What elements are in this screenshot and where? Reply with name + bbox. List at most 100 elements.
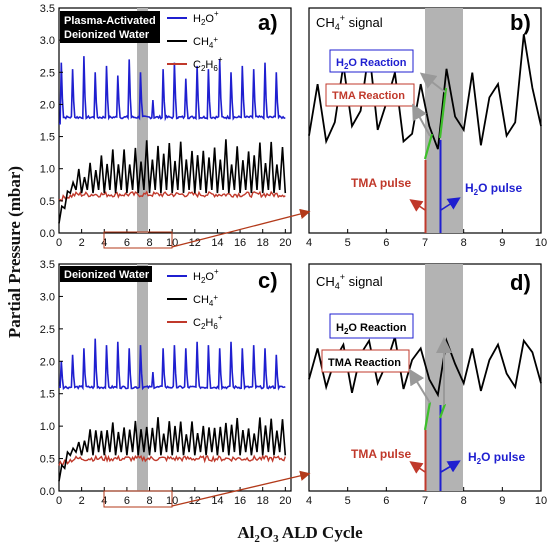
a-xtick-label: 14 bbox=[211, 237, 223, 249]
a-xtick-label: 20 bbox=[279, 237, 291, 249]
panel-a-letter: a) bbox=[258, 10, 278, 35]
c-ytick-label: 2.5 bbox=[40, 324, 55, 336]
a-xtick-label: 6 bbox=[124, 237, 130, 249]
panel-c-legend: H2O+ CH4+ C2H6+ bbox=[167, 267, 223, 331]
panel-c-title-box bbox=[60, 266, 152, 282]
panel-d-signal-rest: signal bbox=[345, 274, 383, 289]
b-tma-reaction-label: TMA Reaction bbox=[332, 90, 405, 102]
panel-b-letter: b) bbox=[510, 10, 531, 35]
b-h2o-pulse-label: H2O pulse bbox=[465, 181, 522, 197]
a-xtick-label: 18 bbox=[257, 237, 269, 249]
c-ch4-line bbox=[58, 417, 287, 482]
d-xtick-label: 6 bbox=[383, 495, 389, 507]
svg-text:CH4+ signal: CH4+ signal bbox=[316, 272, 383, 291]
panel-c-letter: c) bbox=[258, 268, 278, 293]
b-xtick-label: 7 bbox=[422, 237, 428, 249]
b-xtick-label: 4 bbox=[306, 237, 312, 249]
a-xtick-label: 12 bbox=[189, 237, 201, 249]
c-xtick-label: 8 bbox=[146, 495, 152, 507]
a-ytick-label: 2.0 bbox=[40, 99, 55, 111]
c-c2h6-line bbox=[58, 453, 286, 466]
a-ytick-label: 0.0 bbox=[40, 228, 55, 240]
c-ytick-label: 1.0 bbox=[40, 421, 55, 433]
y-axis-title: Partial Pressure (mbar) bbox=[5, 166, 24, 338]
panel-d-annotations: H2O Reaction TMA Reaction TMA pulse H2O … bbox=[321, 313, 525, 491]
d-tma-reaction-box bbox=[321, 349, 410, 373]
d-tma-pulse-label: TMA pulse bbox=[351, 447, 412, 461]
d-xtick-label: 8 bbox=[461, 495, 467, 507]
b-grey-arrow-2 bbox=[419, 72, 446, 93]
a-legend-label: C2H6+ bbox=[193, 55, 223, 73]
panel-a-title-line2: Deionized Water bbox=[64, 29, 150, 41]
panel-a-series bbox=[58, 56, 287, 224]
d-tma-reaction-label: TMA Reaction bbox=[328, 357, 401, 369]
panel-d-xticks: 4 5 6 7 8 9 10 bbox=[306, 487, 547, 507]
b-xtick-label: 10 bbox=[535, 237, 547, 249]
c-ytick-label: 2.0 bbox=[40, 356, 55, 368]
panel-b-signal-label: CH4+ signal bbox=[316, 13, 383, 32]
panel-d-letter: d) bbox=[510, 270, 531, 295]
panel-b: 4 5 6 7 8 9 10 CH4+ signal b) H2O Reaction TMA… bbox=[306, 7, 547, 249]
b-xtick-label: 5 bbox=[345, 237, 351, 249]
d-tma-arrow bbox=[409, 461, 426, 474]
b-h2o-reaction-label: H2O Reaction bbox=[336, 57, 407, 71]
x-axis-title: Al2O3 ALD Cycle bbox=[237, 523, 363, 545]
panel-a-zoom-box bbox=[103, 231, 173, 249]
panel-d-signal-main: CH bbox=[316, 274, 335, 289]
a-legend-label: CH4+ bbox=[193, 35, 218, 50]
d-grey-arrow-1 bbox=[408, 368, 431, 404]
d-h2o-arrow bbox=[440, 460, 461, 473]
a-xtick-label: 2 bbox=[79, 237, 85, 249]
b-grey-arrow-1 bbox=[412, 103, 431, 137]
panel-d-signal-label: CH4+ signal bbox=[316, 272, 383, 291]
d-h2o-pulse-label: H2O pulse bbox=[468, 450, 525, 466]
panel-a-shade bbox=[137, 8, 148, 233]
c-ytick-label: 3.0 bbox=[40, 291, 55, 303]
panel-a-legend: H2O+ CH4+ C2H6+ bbox=[167, 9, 223, 73]
a-c2h6-line bbox=[58, 190, 286, 203]
panel-a-title-line1: Plasma-Activated bbox=[64, 15, 156, 27]
panel-b-signal-sub: 4 bbox=[335, 22, 340, 32]
d-xtick-label: 7 bbox=[422, 495, 428, 507]
b-h2o-reaction-box bbox=[329, 49, 414, 73]
d-xtick-label: 9 bbox=[499, 495, 505, 507]
c-legend-label: CH4+ bbox=[193, 293, 218, 308]
d-green-1 bbox=[423, 401, 432, 431]
a-xtick-label: 8 bbox=[146, 237, 152, 249]
panel-b-signal-sup: + bbox=[340, 13, 345, 23]
c-ytick-label: 0.0 bbox=[40, 486, 55, 498]
panel-a-frame bbox=[58, 7, 292, 234]
b-tma-pulse-label: TMA pulse bbox=[351, 176, 412, 190]
panel-d-signal-sup: + bbox=[340, 272, 345, 282]
b-green-2 bbox=[438, 87, 448, 139]
c-xtick-label: 20 bbox=[279, 495, 291, 507]
c-ytick-label: 0.5 bbox=[40, 454, 55, 466]
b-tma-arrow bbox=[409, 199, 426, 212]
a-ytick-label: 1.5 bbox=[40, 132, 55, 144]
a-ch4-line bbox=[58, 139, 287, 224]
c-ytick-label: 3.5 bbox=[40, 259, 55, 271]
a-xtick-label: 0 bbox=[56, 237, 62, 249]
panel-a: 0 2 4 6 8 10 12 14 16 18 20 0.00.51.01.52.02.53.03… bbox=[40, 3, 292, 249]
c-ytick-label: 1.5 bbox=[40, 389, 55, 401]
c-xtick-label: 0 bbox=[56, 495, 62, 507]
b-green-1 bbox=[423, 133, 434, 160]
c-legend-label: C2H6+ bbox=[193, 313, 223, 331]
a-ytick-label: 3.0 bbox=[40, 35, 55, 47]
c-xtick-label: 16 bbox=[234, 495, 246, 507]
a-h2o-line bbox=[59, 56, 286, 125]
panel-b-xticks: 4 5 6 7 8 9 10 bbox=[306, 229, 547, 249]
a-legend-label: H2O+ bbox=[193, 9, 219, 27]
c-h2o-line bbox=[59, 338, 286, 391]
panel-b-signal-main: CH bbox=[316, 15, 335, 30]
c-xtick-label: 14 bbox=[211, 495, 223, 507]
panel-b-signal-rest: signal bbox=[345, 15, 383, 30]
a-ytick-label: 1.0 bbox=[40, 164, 55, 176]
panel-a-yticks: 0.0 0.5 1.0 1.5 2.0 2.5 3.0 3.5 bbox=[40, 3, 63, 240]
b-tma-reaction-box bbox=[325, 83, 415, 107]
b-h2o-arrow bbox=[440, 197, 461, 211]
panel-b-annotations: H2O Reaction TMA Reaction TMA pulse H2O … bbox=[325, 49, 522, 233]
c-xtick-label: 18 bbox=[257, 495, 269, 507]
